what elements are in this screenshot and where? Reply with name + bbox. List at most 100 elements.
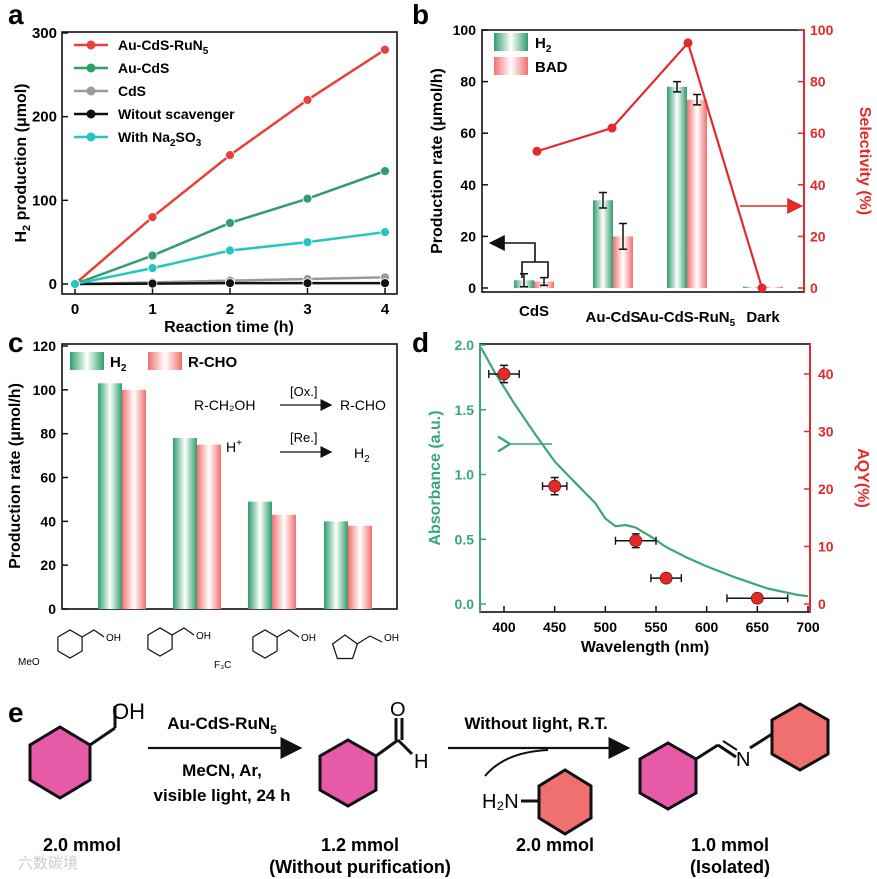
panel-b-ytick-label: 40 — [460, 177, 476, 193]
benzyl-alcohol-structure: OH — [28, 699, 145, 800]
panel-c-ytick-label: 0 — [48, 601, 56, 617]
panel-a-point-Witout scavenger — [380, 278, 390, 289]
panel-c-bar-H2 — [324, 521, 348, 609]
panel-e-reaction-scheme: OH Au-CdS-RuN5 MeCN, Ar, visible light, … — [18, 699, 830, 877]
panel-b-xtick-label: Dark — [746, 309, 780, 326]
panel-c-mol-ring — [147, 627, 173, 657]
panel-a-point-Au-CdS-RuN5 — [225, 150, 235, 161]
panel-c-ytick-label: 120 — [33, 338, 57, 354]
panel-c-ytick-label: 40 — [40, 513, 56, 529]
panel-b-errorbar — [599, 191, 607, 209]
panel-c-mol-bond — [276, 629, 300, 638]
scheme-reactant: R-CH₂OH — [194, 397, 255, 413]
panel-c-molecules: OH MeO OH OH F₃C OH — [18, 627, 399, 671]
panel-c-mol-oh: OH — [106, 633, 121, 644]
amount-1: 2.0 mmol — [43, 835, 121, 855]
panel-c-mol-ring — [252, 629, 278, 659]
amount-4: 1.0 mmol — [691, 835, 769, 855]
panel-d-xtick-label: 400 — [492, 619, 516, 635]
panel-b-legend-label: H2 — [535, 35, 552, 55]
panel-a-ytick-label: 300 — [32, 25, 57, 42]
panel-b-xtick-label: CdS — [519, 303, 549, 320]
panel-a-point-Au-CdS — [380, 166, 390, 176]
panel-d-absorbance-curve — [480, 347, 809, 598]
panel-a-point-Au-CdS — [147, 250, 158, 261]
panel-c-ylabel: Production rate (μmol/h) — [7, 383, 24, 569]
panel-b-ytick-label: 60 — [460, 125, 476, 141]
panel-a-point-With Na2SO3 — [302, 237, 313, 248]
panel-b-y2tick-label: 20 — [810, 228, 826, 244]
panel-d-ytick-label: 1.0 — [455, 467, 475, 483]
panel-d-xtick-label: 650 — [746, 619, 770, 635]
panel-b-axes: 0 20 40 60 80 100 0 20 40 60 80 100 CdS Au-CdSAu-CdS-… — [453, 22, 834, 329]
condition-line-1: MeCN, Ar, — [182, 761, 262, 780]
panel-b-bar-BAD — [763, 286, 783, 288]
panel-d-ytick-label: 0.5 — [455, 531, 475, 547]
benzaldehyde-h: H — [414, 751, 428, 773]
benzyl-alcohol-oh: OH — [112, 699, 145, 724]
amount-2: 1.2 mmol — [321, 835, 399, 855]
panel-c-legend-swatch — [148, 352, 182, 370]
panel-a-xlabel: Reaction time (h) — [164, 319, 294, 336]
panel-d-ytick-label: 0.0 — [455, 596, 475, 612]
panel-b-y2tick-label: 100 — [810, 22, 834, 38]
panel-a-point-Witout scavenger — [147, 278, 158, 289]
panel-b-legend-label: BAD — [535, 59, 568, 76]
panel-b-xtick-label: Au-CdS — [586, 309, 641, 326]
panel-a-xtick-label: 1 — [148, 301, 156, 318]
panel-d-aqy-point — [629, 534, 643, 548]
panel-c-mol-f3c: F₃C — [214, 660, 231, 671]
panel-d-y2tick-label: 40 — [818, 366, 834, 382]
panel-d-aqy-point — [659, 571, 673, 585]
panel-b-selectivity-line — [532, 38, 767, 293]
panel-c-bar-R-CHO — [272, 514, 296, 609]
panel-label-b: b — [412, 0, 429, 30]
panel-a-point-Au-CdS — [302, 193, 313, 204]
imine-n: N — [736, 749, 750, 771]
panel-b-frame — [481, 29, 805, 293]
imine-structure: N — [638, 702, 830, 811]
panel-d-xtick-label: 700 — [796, 619, 820, 635]
panel-c-ytick-label: 100 — [33, 382, 57, 398]
panel-a-ylabel: H2 production (μmol) — [13, 83, 33, 242]
panel-a-legend-label: CdS — [118, 83, 146, 99]
panel-a-xtick-label: 0 — [71, 301, 79, 318]
panel-b-ytick-label: 20 — [460, 228, 476, 244]
panel-a-point-Au-CdS — [225, 218, 235, 228]
panel-label-c: c — [8, 327, 24, 358]
panel-label-e: e — [8, 697, 24, 728]
panel-a-point-Witout scavenger — [225, 278, 235, 289]
panel-c-mol-meo: MeO — [18, 657, 40, 668]
panel-c-bar-H2 — [173, 438, 197, 609]
panel-b-bar-H2 — [593, 200, 613, 288]
step2-condition: Without light, R.T. — [464, 714, 607, 733]
panel-d-absorbance-line — [480, 347, 809, 598]
panel-a-axes: 0 1 2 3 4 0 100 200 300 — [32, 25, 390, 318]
panel-b-bar-H2 — [743, 286, 763, 288]
panel-label-d: d — [412, 327, 429, 358]
panel-c-mol-oh: OH — [196, 631, 211, 642]
panel-b-selectivity-point — [607, 123, 617, 133]
panel-c-frame — [61, 343, 398, 610]
panel-c-mol-oh: OH — [301, 633, 316, 644]
catalyst-label: Au-CdS-RuN5 — [167, 714, 277, 737]
panel-d-ylabel: Absorbance (a.u.) — [427, 410, 444, 545]
panel-c-bar-R-CHO — [348, 525, 372, 609]
panel-c-ytick-label: 20 — [40, 557, 56, 573]
scheme-h2: H2 — [354, 445, 370, 465]
panel-c-bars — [98, 383, 372, 609]
panel-a-legend-marker — [86, 63, 96, 73]
panel-a-legend-label: Au-CdS — [118, 60, 169, 76]
panel-c-bar-H2 — [248, 501, 272, 609]
panel-b-bar-chart: 0 20 40 60 80 100 0 20 40 60 80 100 CdS Au-CdSAu-CdS-… — [429, 22, 873, 329]
panel-c-mol-ring — [57, 629, 83, 659]
panel-b-selectivity-path — [536, 40, 764, 289]
panel-d-axes: 400 450 500 550 600 650 700 0.0 0.5 1.0 1.5 2.0 0 10 2… — [455, 337, 834, 635]
scheme-re-label: [Re.] — [290, 430, 317, 445]
panel-b-ytick-label: 0 — [468, 280, 476, 296]
panel-b-y2tick-label: 80 — [810, 74, 826, 90]
panel-a-point-Au-CdS-RuN5 — [147, 212, 158, 222]
panel-a-ytick-label: 0 — [49, 276, 57, 293]
panel-b-errorbar — [540, 276, 548, 287]
panel-c-ytick-label: 80 — [40, 426, 56, 442]
